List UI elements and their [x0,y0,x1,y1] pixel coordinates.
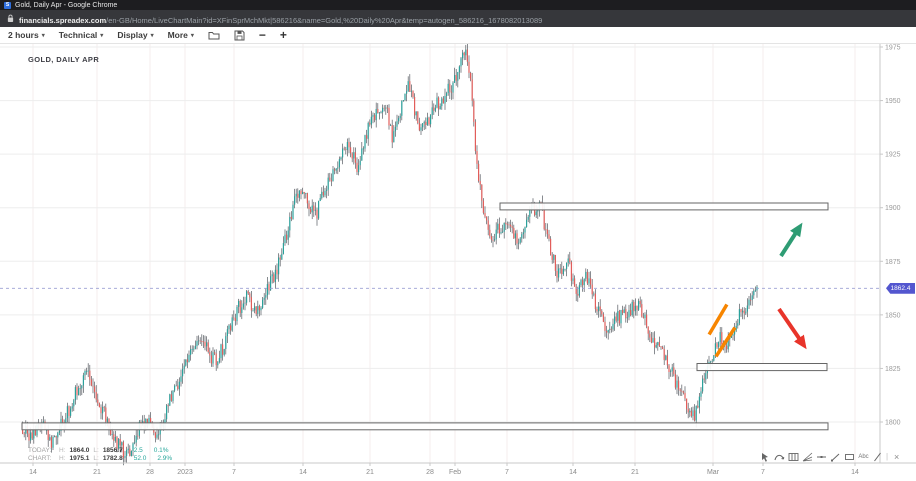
more-dropdown-label: More [167,30,188,40]
legend-lo-label: L: [93,454,99,462]
svg-text:14: 14 [569,469,577,476]
drawn-rectangle-resistance[interactable] [499,202,829,211]
address-bar[interactable]: financials.spreadex.com/en-GB/Home/LiveC… [0,10,916,27]
caret-down-icon: ▾ [100,32,104,39]
legend-lo-label: L: [93,447,99,454]
svg-text:1875: 1875 [885,259,901,266]
chart-legend: TODAY: H: 1864.0 L: 1856.7 2.5 0.1% CHAR… [28,447,172,462]
svg-text:7: 7 [232,469,236,476]
technical-dropdown[interactable]: Technical ▾ [59,30,104,40]
svg-text:21: 21 [93,469,101,476]
chart-title: GOLD, DAILY APR [28,55,100,64]
svg-text:Mar: Mar [707,469,720,476]
legend-today-high: 1864.0 [69,447,90,454]
legend-chart-change: 52.0 [133,454,147,462]
current-price-badge: 1862.4 [886,282,915,294]
open-folder-icon[interactable] [208,30,220,40]
chart-area[interactable]: 1975 1950 1925 1900 1875 1850 1825 1800 14 21 28 20… [0,44,916,481]
svg-text:1800: 1800 [885,420,901,427]
rectangle-tool-icon[interactable] [844,451,855,462]
svg-text:Feb: Feb [449,469,461,476]
fan-lines-tool-icon[interactable] [802,451,813,462]
legend-today-change-pct: 0.1% [153,447,169,454]
svg-text:7: 7 [761,469,765,476]
spreadex-favicon: S [4,1,11,9]
svg-text:1900: 1900 [885,205,901,212]
text-tool-icon[interactable]: Abc [858,453,869,460]
legend-chart-low: 1782.8 [102,454,123,462]
drawn-rectangle-support-mid[interactable] [696,363,828,372]
caret-down-icon: ▾ [150,32,154,39]
url-domain: financials.spreadex.com [19,15,107,25]
legend-today-label: TODAY: [28,447,52,454]
zoom-out-button[interactable]: − [258,28,266,42]
save-icon[interactable] [234,30,245,41]
timeframe-dropdown[interactable]: 2 hours ▾ [8,30,45,40]
svg-text:14: 14 [29,469,37,476]
line-tool-icon[interactable] [872,451,883,462]
zoom-in-button[interactable]: + [279,28,287,42]
svg-text:2023: 2023 [177,469,193,476]
cursor-tool-icon[interactable] [760,451,771,462]
svg-text:1925: 1925 [885,152,901,159]
legend-chart-label: CHART: [28,454,52,462]
svg-text:21: 21 [366,469,374,476]
legend-chart-high: 1975.1 [69,454,90,462]
svg-text:1825: 1825 [885,366,901,373]
display-dropdown-label: Display [117,30,148,40]
candles [22,44,758,466]
legend-chart-change-pct: 2.9% [157,454,173,462]
svg-text:28: 28 [426,469,434,476]
lock-icon [7,14,14,23]
timeframe-dropdown-label: 2 hours [8,30,39,40]
svg-text:14: 14 [299,469,307,476]
window-titlebar: S Gold, Daily Apr - Google Chrome [0,0,916,10]
legend-today-change: 2.5 [133,447,143,454]
svg-text:28: 28 [146,469,154,476]
drawn-orange-parallel-line[interactable] [707,303,729,336]
display-dropdown[interactable]: Display ▾ [117,30,153,40]
close-icon[interactable]: × [893,451,900,462]
x-axis-labels: 14 21 28 2023 7 14 21 28 Feb 7 14 21 Mar 7 14 [29,463,859,476]
svg-text:21: 21 [631,469,639,476]
caret-down-icon: ▾ [41,32,45,39]
technical-dropdown-label: Technical [58,30,98,40]
url-text: financials.spreadex.com/en-GB/Home/LiveC… [19,10,542,28]
svg-text:1975: 1975 [885,45,901,52]
legend-hi-label: H: [59,447,66,454]
drawn-up-arrow[interactable] [779,222,803,258]
svg-text:1850: 1850 [885,312,901,319]
chart-toolbar: 2 hours ▾ Technical ▾ Display ▾ More ▾ −… [0,27,916,44]
trendline-tool-icon[interactable] [830,451,841,462]
caret-down-icon: ▾ [190,32,194,39]
legend-today-low: 1856.7 [102,447,123,454]
more-dropdown[interactable]: More ▾ [168,30,194,40]
window-title: Gold, Daily Apr - Google Chrome [15,1,118,9]
legend-hi-label: H: [59,454,66,462]
toolbar-separator: | [886,452,889,461]
url-path: /en-GB/Home/LiveChartMain?id=XFinSprMchM… [106,15,543,25]
freehand-curve-tool-icon[interactable] [774,451,785,462]
y-axis-labels: 1975 1950 1925 1900 1875 1850 1825 1800 [880,45,901,427]
svg-text:7: 7 [505,469,509,476]
drawn-rectangle-support-lower[interactable] [21,422,829,431]
legend-today-row: TODAY: H: 1864.0 L: 1856.7 2.5 0.1% [28,447,172,455]
horizontal-line-tool-icon[interactable] [816,451,827,462]
grid-tool-icon[interactable] [788,451,799,462]
candlestick-chart[interactable]: 1975 1950 1925 1900 1875 1850 1825 1800 14 21 28 20… [0,44,916,481]
svg-text:14: 14 [851,469,859,476]
drawing-toolbar: Abc | × [760,451,902,462]
drawn-orange-parallel-line[interactable] [714,326,737,358]
drawn-down-arrow[interactable] [777,307,807,350]
svg-text:1950: 1950 [885,98,901,105]
legend-chart-row: CHART: H: 1975.1 L: 1782.8 52.0 2.9% [28,455,172,463]
